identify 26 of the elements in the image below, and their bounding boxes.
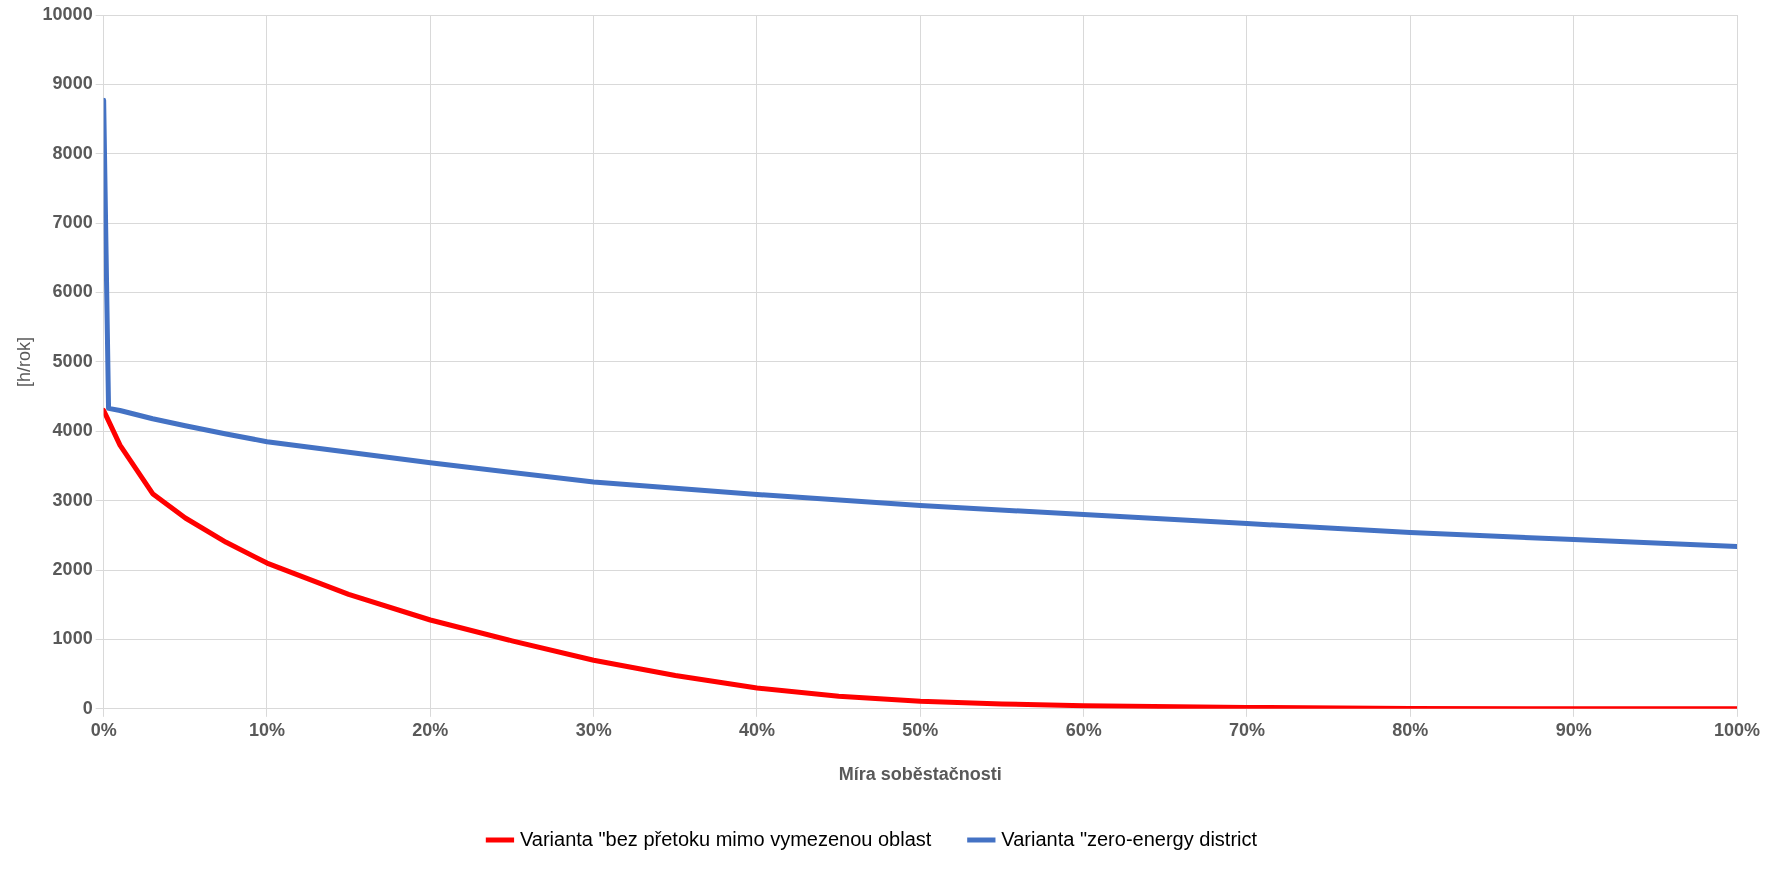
legend-label: Varianta "zero-energy district	[1001, 827, 1258, 850]
x-tick-label: 60%	[1065, 719, 1102, 740]
y-tick-label: 1000	[52, 628, 93, 649]
x-tick-label: 80%	[1392, 719, 1429, 740]
y-tick-label: 3000	[52, 489, 93, 510]
x-tick-label: 50%	[902, 719, 939, 740]
y-tick-label: 6000	[52, 281, 93, 302]
y-tick-label: 4000	[52, 420, 93, 441]
x-axis-title: Míra soběstačnosti	[838, 764, 1002, 785]
y-tick-label: 9000	[52, 73, 93, 94]
y-axis-title: [h/rok]	[13, 336, 34, 387]
x-tick-label: 20%	[412, 719, 449, 740]
x-tick-label: 90%	[1555, 719, 1592, 740]
x-tick-label: 100%	[1713, 719, 1761, 740]
x-tick-label: 40%	[738, 719, 776, 740]
x-tick-label: 0%	[90, 719, 117, 740]
x-tick-label: 30%	[575, 719, 612, 740]
y-tick-label: 8000	[52, 142, 93, 163]
x-tick-label: 70%	[1228, 719, 1266, 740]
y-tick-label: 2000	[52, 559, 93, 580]
y-tick-label: 10000	[42, 3, 93, 24]
y-tick-label: 0	[82, 697, 93, 718]
y-tick-label: 5000	[52, 350, 93, 371]
x-tick-label: 10%	[248, 719, 285, 740]
legend-label: Varianta "bez přetoku mimo vymezenou oblast	[519, 827, 932, 850]
y-tick-label: 7000	[52, 212, 93, 233]
